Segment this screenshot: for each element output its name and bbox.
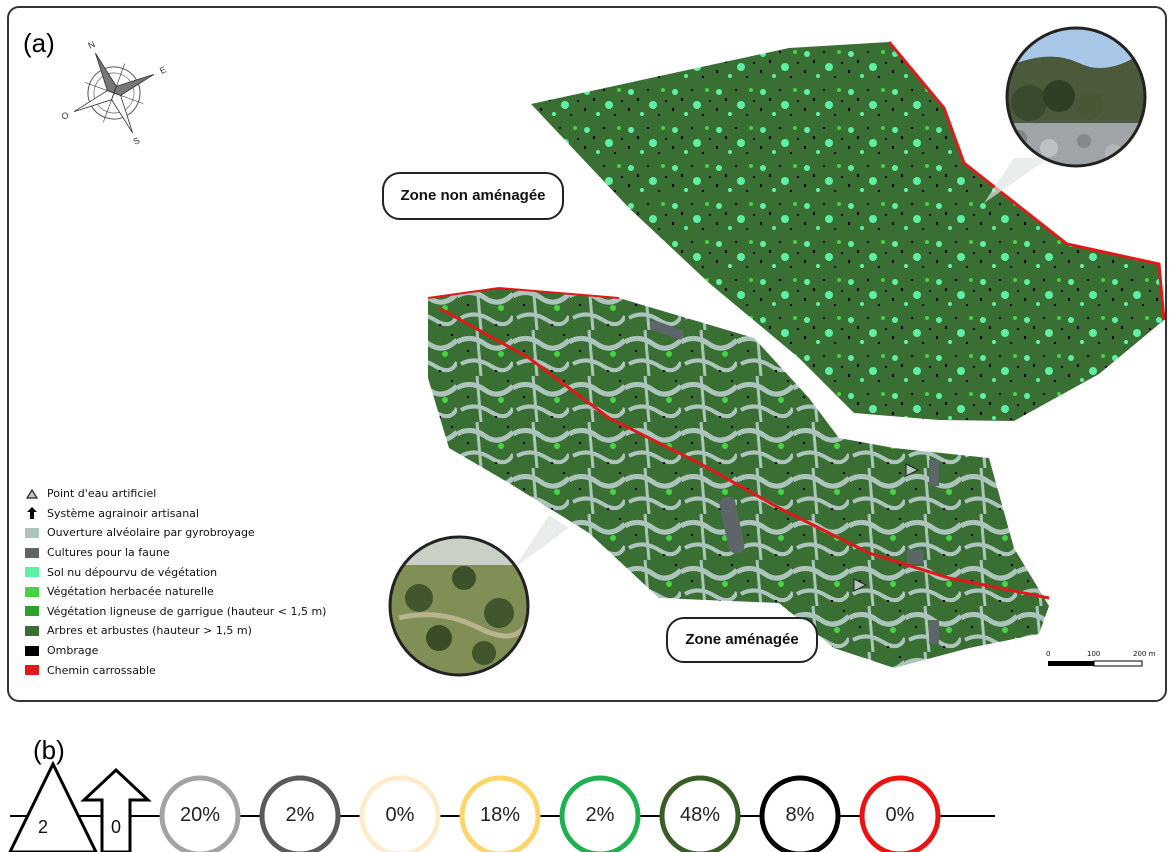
legend-item: Ouverture alvéolaire par gyrobroyage <box>25 523 326 543</box>
indicator-row <box>8 760 995 852</box>
compass-rose-icon: N S E O <box>60 39 168 147</box>
scale-tick-100: 100 <box>1087 650 1101 658</box>
legend-item: Cultures pour la faune <box>25 543 326 563</box>
indicator-circle <box>759 775 841 852</box>
water-point-icon <box>905 463 920 477</box>
legend-item: Système agrainoir artisanal <box>25 504 326 524</box>
zone-non-amenagee-label: Zone non aménagée <box>382 172 564 220</box>
zone-non-road <box>887 41 1165 321</box>
panel-letter-a: (a) <box>23 28 55 58</box>
triangle-icon <box>25 488 39 499</box>
legend-item: Végétation ligneuse de garrigue (hauteur… <box>25 602 326 622</box>
compass-o: O <box>60 110 71 122</box>
feeder-arrow-icon <box>80 767 152 852</box>
legend-swatch <box>25 567 39 578</box>
legend-label: Ombrage <box>47 644 99 658</box>
legend-swatch <box>25 547 39 558</box>
legend-label: Cultures pour la faune <box>47 546 170 560</box>
panel-letter-b: (b) <box>33 735 65 765</box>
legend-swatch <box>25 527 39 538</box>
zone-am-polygon <box>428 288 1049 668</box>
legend-swatch <box>25 665 39 676</box>
indicator-circle <box>159 775 241 852</box>
compass-n: N <box>87 39 97 51</box>
scale-tick-200: 200 m <box>1133 650 1156 658</box>
legend-label: Végétation herbacée naturelle <box>47 585 214 599</box>
water-point-icon <box>853 578 868 592</box>
arrow-up-icon <box>25 507 39 520</box>
legend-swatch <box>25 606 39 617</box>
legend-label: Point d'eau artificiel <box>47 487 157 501</box>
indicator-value: 48% <box>679 804 721 826</box>
map-panel: N S E O (a) Zone non aménagée Zone aména… <box>7 6 1167 702</box>
legend-swatch <box>25 645 39 656</box>
legend-label: Chemin carrossable <box>47 663 156 677</box>
legend-swatch <box>25 625 39 636</box>
arrow-value: 0 <box>110 817 121 837</box>
water-point-triangle-icon <box>8 760 98 852</box>
indicator-circle <box>359 775 441 852</box>
legend-item: Végétation herbacée naturelle <box>25 582 326 602</box>
scale-tick-0: 0 <box>1046 650 1051 658</box>
zone-non-polygon <box>531 42 1164 421</box>
crop-patch <box>929 620 939 644</box>
legend-label: Végétation ligneuse de garrigue (hauteur… <box>47 604 327 618</box>
legend-item: Chemin carrossable <box>25 660 326 680</box>
legend-label: Système agrainoir artisanal <box>47 506 199 520</box>
triangle-value: 2 <box>37 817 48 837</box>
indicator-circle <box>259 775 341 852</box>
indicator-value: 2% <box>585 804 615 826</box>
compass-s: S <box>132 135 142 147</box>
photo-non-amenagee <box>1005 26 1147 168</box>
legend-item: Sol nu dépourvu de végétation <box>25 562 326 582</box>
photo-amenagee <box>388 535 530 677</box>
indicator-circle <box>859 775 941 852</box>
indicator-circle <box>659 775 741 852</box>
zone-am-road <box>438 306 1050 600</box>
legend-swatch <box>25 586 39 597</box>
indicator-value: 18% <box>479 804 521 826</box>
zone-amenagee-label: Zone aménagée <box>666 617 818 663</box>
indicator-value: 2% <box>285 804 315 826</box>
legend-item: Arbres et arbustes (hauteur > 1,5 m) <box>25 621 326 641</box>
compass-e: E <box>158 64 168 76</box>
indicator-value: 0% <box>885 804 915 826</box>
crop-patch <box>719 496 745 554</box>
indicator-value: 8% <box>785 804 815 826</box>
legend-label: Ouverture alvéolaire par gyrobroyage <box>47 526 255 540</box>
indicator-circle <box>459 775 541 852</box>
indicator-circle <box>559 775 641 852</box>
legend-label: Arbres et arbustes (hauteur > 1,5 m) <box>47 624 252 638</box>
indicator-circles <box>159 775 941 852</box>
indicator-value: 20% <box>179 804 221 826</box>
indicator-value: 0% <box>385 804 415 826</box>
map-canvas: N S E O <box>60 26 1165 677</box>
crop-patch <box>929 460 939 486</box>
legend-item: Point d'eau artificiel <box>25 484 326 504</box>
map-legend: Point d'eau artificiel Système agrainoir… <box>25 484 326 680</box>
crop-patch <box>907 550 923 564</box>
crop-patch <box>649 320 685 340</box>
scale-bar <box>1048 660 1143 667</box>
legend-item: Ombrage <box>25 641 326 661</box>
legend-label: Sol nu dépourvu de végétation <box>47 565 218 579</box>
